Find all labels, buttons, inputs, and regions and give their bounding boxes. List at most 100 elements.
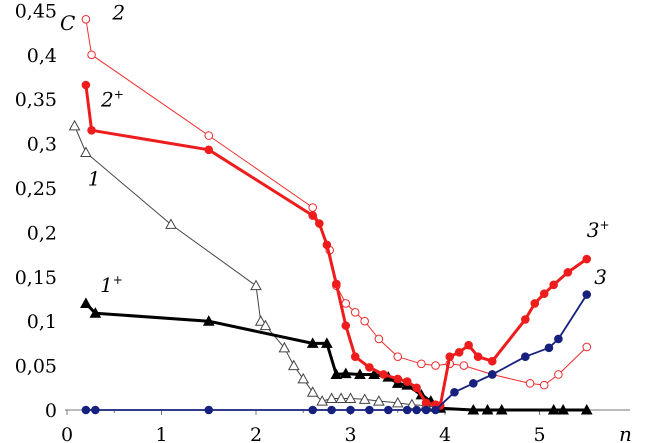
data-point (368, 368, 380, 379)
data-point (563, 268, 573, 277)
data-point (91, 405, 100, 415)
series-label-superscript: + (599, 218, 609, 232)
data-point (421, 405, 431, 415)
data-point (530, 299, 540, 308)
series-line (85, 19, 588, 386)
y-tick-label: 0,2 (27, 222, 57, 244)
series-label: 2+ (100, 87, 124, 111)
series-layer (68, 14, 593, 415)
data-point (287, 359, 300, 371)
data-point (358, 393, 371, 404)
data-point (473, 352, 483, 362)
data-point (431, 361, 440, 370)
data-point (445, 352, 455, 362)
data-point (354, 368, 366, 379)
data-point (81, 14, 91, 24)
series-label-text: 2 (100, 87, 114, 111)
data-point (350, 352, 360, 362)
series-label-superscript: + (114, 87, 124, 101)
y-tick-label: 0,1 (27, 311, 57, 333)
data-point (580, 403, 593, 415)
data-point (87, 125, 96, 135)
data-point (350, 308, 360, 317)
series-label: 1+ (100, 273, 123, 297)
series-label-superscript: + (113, 273, 123, 287)
data-point (464, 340, 473, 350)
data-point (544, 343, 554, 353)
x-axis-title: n (619, 422, 632, 443)
x-tick-label: 5 (533, 424, 545, 443)
series-line (85, 294, 588, 411)
x-tick-label: 1 (155, 424, 167, 443)
data-point (412, 405, 421, 415)
data-point (469, 379, 478, 388)
y-tick-label: 0 (45, 400, 57, 422)
data-point (539, 289, 549, 298)
data-point (322, 240, 332, 250)
data-point (450, 387, 459, 397)
data-point (278, 341, 291, 353)
data-point (204, 405, 214, 415)
y-axis-title: C (60, 11, 75, 35)
data-point (306, 386, 319, 397)
data-point (549, 280, 558, 290)
data-point (487, 356, 497, 366)
data-point (297, 372, 310, 384)
series-label-text: 3 (594, 265, 607, 289)
data-point (431, 405, 440, 415)
series-1 (68, 119, 442, 412)
x-tick-label: 0 (61, 424, 73, 443)
data-point (346, 405, 355, 415)
data-point (365, 405, 374, 415)
x-axis-label: n (619, 422, 632, 443)
data-point (306, 337, 319, 348)
y-tick-label: 0,4 (27, 45, 57, 67)
x-tick-group: 0 1 2 3 4 5 (61, 410, 588, 443)
data-point (417, 359, 426, 369)
data-point (204, 131, 214, 140)
data-point (315, 219, 324, 228)
data-point (87, 50, 96, 60)
y-tick-group: 0 0,05 0,1 0,15 0,2 0,25 0,3 0,35 0,4 0,45 (15, 0, 57, 422)
data-point (327, 405, 336, 415)
data-point (459, 361, 469, 370)
y-tick-label: 0,45 (15, 0, 57, 22)
series-label-text: 3 (587, 218, 600, 242)
data-point (365, 363, 374, 372)
data-point (250, 279, 262, 291)
data-point (316, 395, 328, 406)
data-point (402, 405, 412, 415)
data-point (521, 315, 530, 324)
data-point (308, 405, 318, 415)
series-label: 3 (594, 265, 607, 289)
data-point (421, 398, 431, 408)
data-point (525, 379, 535, 388)
x-tick-label: 2 (250, 424, 262, 443)
y-tick-label: 0,25 (15, 178, 57, 200)
data-point (68, 119, 81, 131)
data-point (81, 405, 91, 415)
data-point (582, 342, 592, 352)
data-point (254, 315, 267, 326)
data-point (393, 374, 403, 384)
series-5 (81, 290, 592, 415)
data-point (454, 347, 464, 357)
series-2 (80, 297, 593, 415)
data-point (339, 367, 352, 379)
data-point (204, 145, 214, 155)
data-point (321, 337, 333, 348)
x-tick-label: 3 (344, 424, 356, 443)
data-point (582, 254, 592, 264)
series-label: 3+ (587, 218, 610, 242)
series-label-text: 1 (100, 273, 113, 297)
series-label-text: 1 (88, 166, 101, 190)
y-tick-label: 0,35 (15, 89, 57, 111)
data-point (384, 405, 393, 415)
data-point (374, 334, 384, 344)
x-tick-label: 4 (439, 424, 451, 443)
series-4 (81, 80, 592, 410)
series-label-text: 2 (111, 0, 125, 24)
data-point (344, 392, 357, 403)
y-tick-label: 0,3 (27, 134, 57, 156)
data-point (393, 352, 403, 362)
